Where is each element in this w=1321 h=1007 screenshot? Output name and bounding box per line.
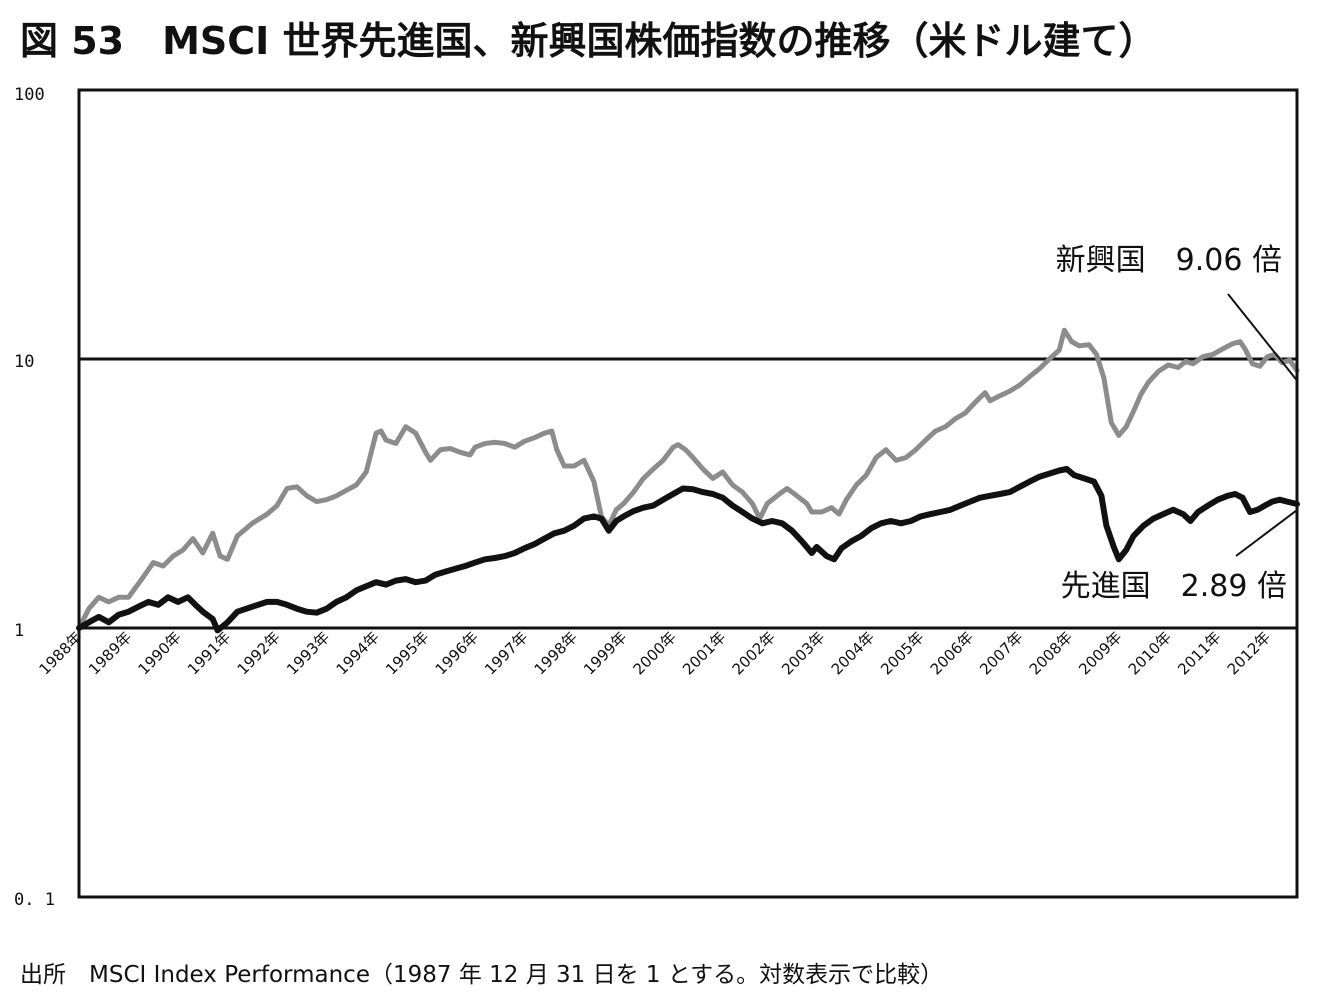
x-tick-label: 2001年: [679, 628, 729, 678]
x-tick-label: 2003年: [778, 628, 828, 678]
x-tick-label: 1991年: [184, 628, 234, 678]
x-tick-label: 2006年: [927, 628, 977, 678]
source-note: 出所 MSCI Index Performance（1987 年 12 月 31…: [20, 962, 944, 988]
y-tick-label: 10: [14, 352, 34, 372]
x-tick-label: 1995年: [382, 628, 432, 678]
chart-title: 図 53 MSCI 世界先進国、新興国株価指数の推移（米ドル建て）: [20, 19, 1157, 63]
series-line-developed: [76, 466, 1300, 634]
annotation-developed: 先進国 2.89 倍: [1061, 569, 1287, 604]
x-tick-label: 2010年: [1125, 628, 1175, 678]
x-tick-label: 1996年: [432, 628, 482, 678]
series-line-emerging: [76, 327, 1300, 631]
x-tick-label: 1990年: [135, 628, 185, 678]
x-tick-label: 2009年: [1075, 628, 1125, 678]
x-tick-label: 2000年: [630, 628, 680, 678]
x-tick-label: 1994年: [333, 628, 383, 678]
grid-layer: [79, 357, 1297, 630]
x-axis-ticks: 1988年 1989年 1990年 1991年 1992年 1993年 1994年 1995年…: [35, 628, 1274, 678]
leader-line-emerging: [1227, 293, 1298, 382]
x-tick-label: 2011年: [1174, 628, 1224, 678]
annotation-emerging: 新興国 9.06 倍: [1056, 243, 1282, 278]
x-tick-label: 2007年: [976, 628, 1026, 678]
leader-line-developed: [1235, 509, 1298, 557]
x-tick-label: 2002年: [729, 628, 779, 678]
x-tick-label: 2005年: [877, 628, 927, 678]
x-tick-label: 1997年: [481, 628, 531, 678]
x-tick-label: 1989年: [85, 628, 135, 678]
x-tick-label: 1992年: [234, 628, 284, 678]
x-tick-label: 2008年: [1026, 628, 1076, 678]
y-tick-label: 0. 1: [14, 890, 55, 910]
x-tick-label: 2004年: [828, 628, 878, 678]
y-tick-label: 100: [14, 85, 45, 105]
x-tick-label: 2012年: [1224, 628, 1274, 678]
series-layer: [76, 327, 1300, 634]
x-tick-label: 1999年: [580, 628, 630, 678]
y-tick-label: 1: [14, 621, 24, 641]
plot-frame: [77, 88, 1299, 899]
x-tick-label: 1993年: [283, 628, 333, 678]
y-axis-ticks: 100 10 1 0. 1: [14, 85, 55, 910]
x-tick-label: 1998年: [531, 628, 581, 678]
